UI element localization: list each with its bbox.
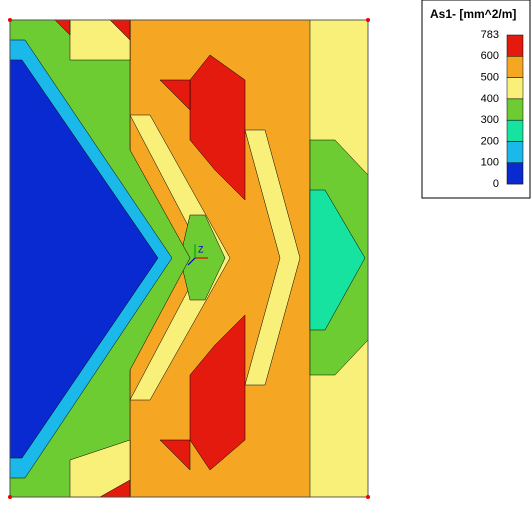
legend-swatch [506,34,524,57]
axis-label: Z [198,244,204,254]
plot-border [9,19,369,498]
region [159,79,191,111]
legend-label: 0 [493,178,499,190]
legend-label: 300 [481,114,499,126]
legend-swatch [506,141,524,164]
legend-label: 400 [481,93,499,105]
legend-swatch [506,119,524,142]
legend-label: 783 [481,29,499,41]
legend-swatch [506,162,524,185]
axis-icon: Z [187,244,208,266]
legend-label: 200 [481,135,499,147]
legend-swatch [506,77,524,100]
legend-label: 100 [481,157,499,169]
contour-plot [8,18,370,499]
node [366,495,370,499]
region [159,439,191,471]
node [366,18,370,22]
legend-title: As1- [mm^2/m] [430,7,516,21]
legend: As1- [mm^2/m] 783 600 500 400 300 200 100 0 [421,0,531,199]
axis-line [187,257,196,266]
region [309,189,366,331]
legend-swatch [506,56,524,78]
legend-label: 500 [481,72,499,84]
node [8,18,12,22]
region [189,54,246,201]
node [8,495,12,499]
legend-swatch [506,98,524,121]
region [244,129,301,386]
legend-label: 600 [481,50,499,62]
